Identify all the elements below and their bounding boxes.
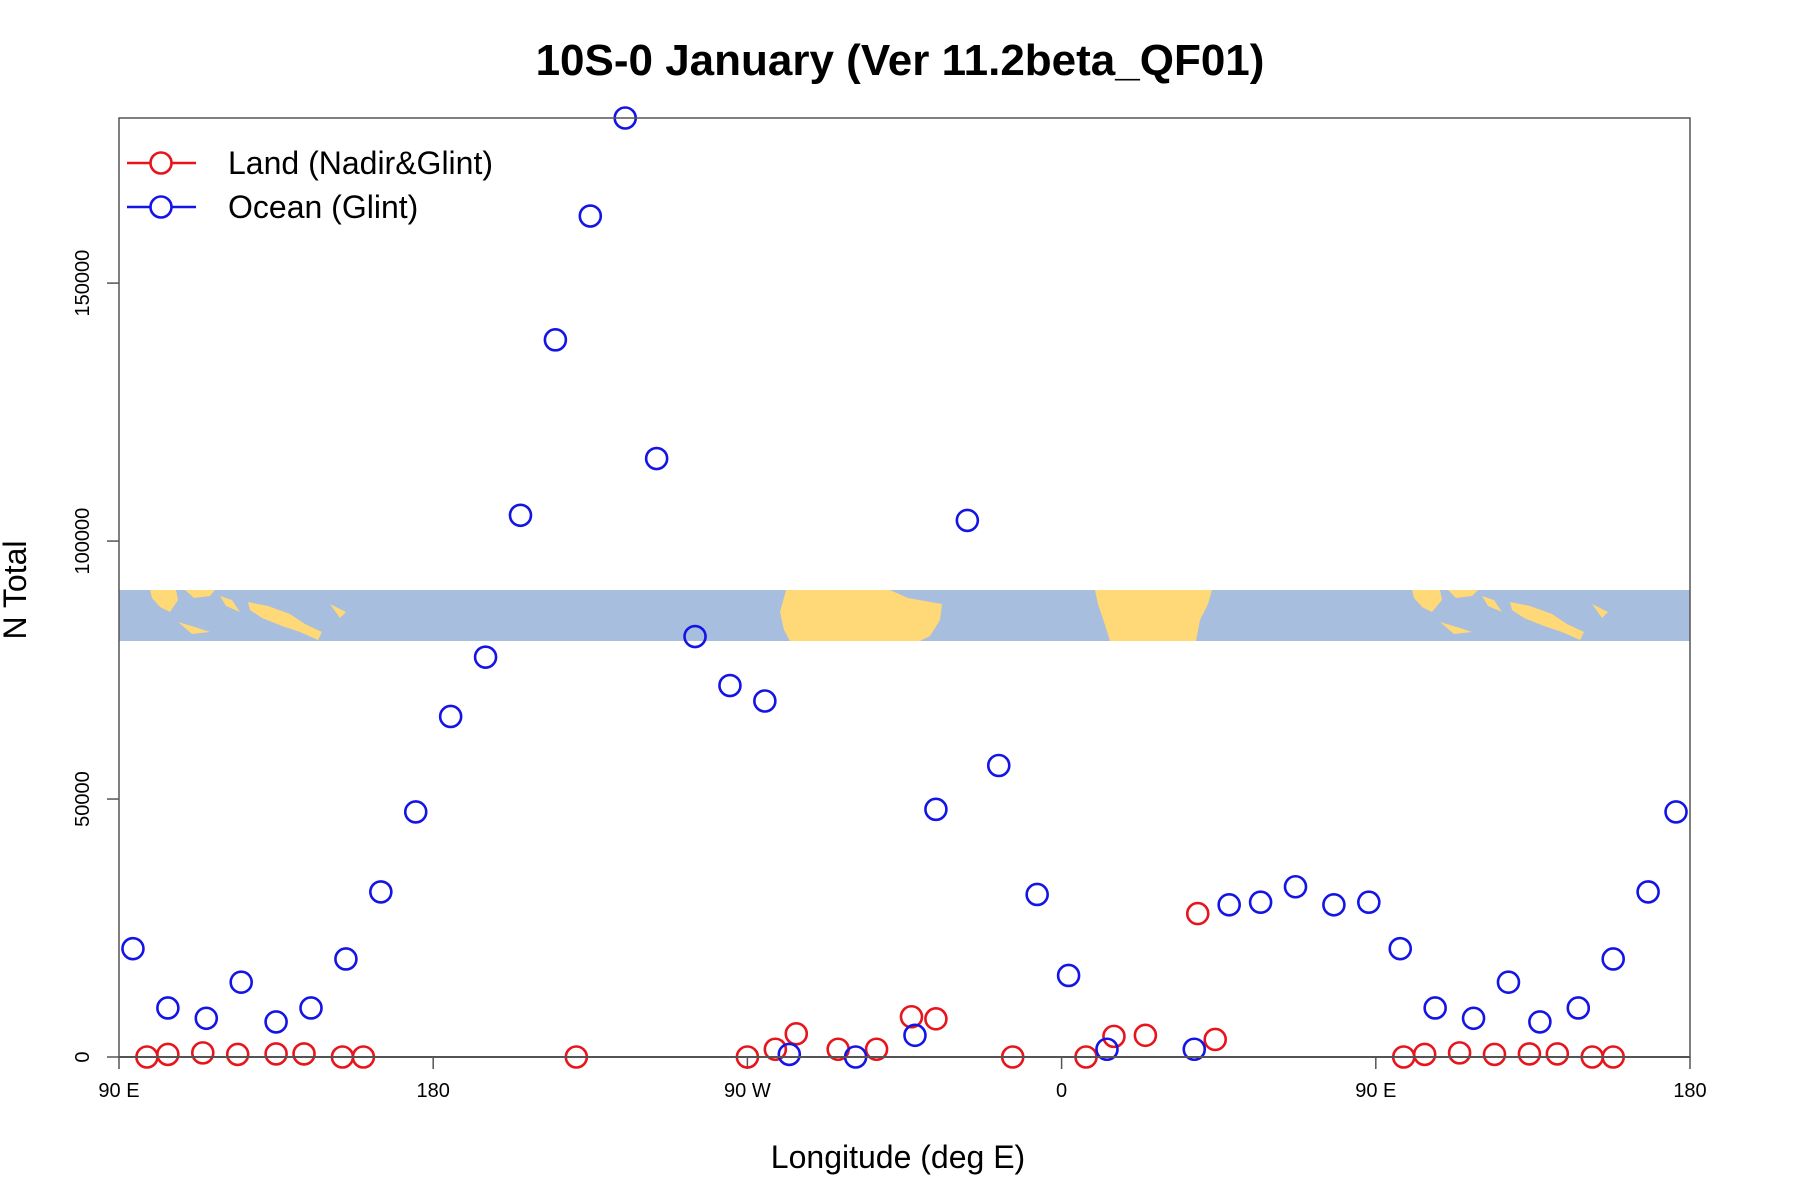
land-point: [864, 1037, 889, 1062]
ocean-point: [903, 1023, 927, 1048]
ocean-point: [1182, 1037, 1207, 1062]
y-tick-label: 150000: [72, 250, 94, 317]
land-point: [225, 1042, 250, 1067]
x-axis: 90 E 180 90 W 0 90 E 180: [98, 1057, 1707, 1102]
ocean-point: [473, 645, 498, 669]
ocean-point: [644, 446, 669, 471]
map-land-shape: [330, 604, 346, 618]
ocean-point: [1496, 970, 1521, 994]
x-axis-title: Longitude (deg E): [771, 1139, 1025, 1175]
ocean-point: [1357, 890, 1381, 915]
land-point: [1482, 1042, 1507, 1067]
map-strip: [119, 590, 1690, 641]
map-land-shape: [1482, 596, 1502, 612]
land-point: [924, 1007, 948, 1031]
land-point: [1203, 1027, 1228, 1052]
ocean-point: [229, 970, 253, 994]
x-tick-label: 0: [1056, 1080, 1067, 1102]
ocean-point: [1217, 892, 1241, 917]
ocean-point: [1283, 874, 1308, 899]
ocean-point: [299, 996, 323, 1020]
ocean-point: [438, 704, 463, 729]
ocean-point: [156, 996, 180, 1020]
ocean-point: [403, 800, 428, 824]
ocean-point: [1601, 947, 1625, 971]
land-point: [264, 1042, 288, 1066]
ocean-point: [578, 204, 603, 228]
legend-label: Ocean (Glint): [228, 189, 418, 225]
map-land-shape: [150, 590, 178, 612]
ocean-point: [369, 880, 393, 904]
y-tick-label: 100000: [72, 508, 94, 575]
ocean-point: [1248, 890, 1273, 915]
land-point: [1447, 1041, 1472, 1065]
map-land-shape: [178, 622, 210, 634]
land-point: [899, 1004, 924, 1029]
map-land-shape: [1592, 604, 1608, 618]
legend: Land (Nadir&Glint) Ocean (Glint): [127, 145, 493, 225]
ocean-point: [1566, 996, 1591, 1020]
map-land-shape: [1440, 622, 1472, 634]
ocean-point: [1461, 1006, 1486, 1031]
x-tick-label: 90 E: [1355, 1080, 1396, 1102]
land-point: [156, 1042, 180, 1067]
ocean-point: [753, 689, 777, 713]
plot-frame: [118, 117, 1691, 1058]
ocean-point: [1528, 1010, 1552, 1034]
ocean-point: [777, 1042, 802, 1067]
ocean-point: [1636, 880, 1660, 904]
land-point: [1545, 1042, 1570, 1066]
land-point: [763, 1037, 788, 1062]
land-point: [292, 1042, 316, 1066]
ocean-point: [986, 753, 1011, 778]
ocean-point: [683, 624, 707, 649]
ocean-point: [334, 947, 358, 971]
x-tick-label: 180: [417, 1080, 450, 1102]
x-tick-label: 180: [1673, 1080, 1706, 1102]
ocean-point: [1388, 936, 1413, 961]
map-land-shape: [185, 590, 215, 598]
y-axis: 0 50000 100000 150000: [72, 250, 119, 1063]
land-series: [135, 901, 1625, 1069]
ocean-point: [264, 1010, 288, 1034]
ocean-point: [924, 797, 948, 822]
ocean-series: [121, 106, 1688, 1069]
ocean-point: [1664, 800, 1688, 824]
land-point: [1412, 1042, 1437, 1067]
map-land-shape: [780, 590, 942, 641]
ocean-point: [1056, 963, 1081, 988]
ocean-point: [718, 673, 742, 698]
chart-title: 10S-0 January (Ver 11.2beta_QF01): [536, 36, 1265, 85]
land-point: [1133, 1023, 1158, 1048]
ocean-point: [955, 508, 980, 533]
map-land-shape: [1448, 590, 1478, 598]
legend-label: Land (Nadir&Glint): [228, 145, 493, 181]
ocean-point: [1095, 1037, 1119, 1062]
y-tick-label: 0: [72, 1051, 94, 1062]
map-land-shape: [1510, 602, 1584, 640]
ocean-point: [1322, 892, 1346, 917]
land-point: [190, 1041, 215, 1065]
ocean-point: [1423, 996, 1447, 1020]
land-point: [1102, 1024, 1126, 1049]
ocean-point: [121, 936, 145, 961]
map-land-shape: [220, 596, 240, 612]
ocean-point: [1025, 882, 1049, 907]
ocean-point: [194, 1006, 219, 1031]
legend-marker: [149, 195, 173, 219]
ocean-point: [543, 328, 568, 352]
map-land-shape: [1412, 590, 1442, 612]
x-tick-label: 90 E: [98, 1080, 139, 1102]
legend-marker: [149, 151, 173, 175]
land-point: [784, 1021, 809, 1046]
y-axis-title: N Total: [0, 540, 33, 639]
map-land-shape: [248, 602, 322, 640]
map-land-shape: [1095, 590, 1212, 641]
land-point: [1517, 1042, 1542, 1066]
x-tick-label: 90 W: [724, 1080, 771, 1102]
y-tick-label: 50000: [72, 771, 94, 827]
ocean-point: [508, 503, 533, 528]
land-point: [1185, 901, 1210, 926]
